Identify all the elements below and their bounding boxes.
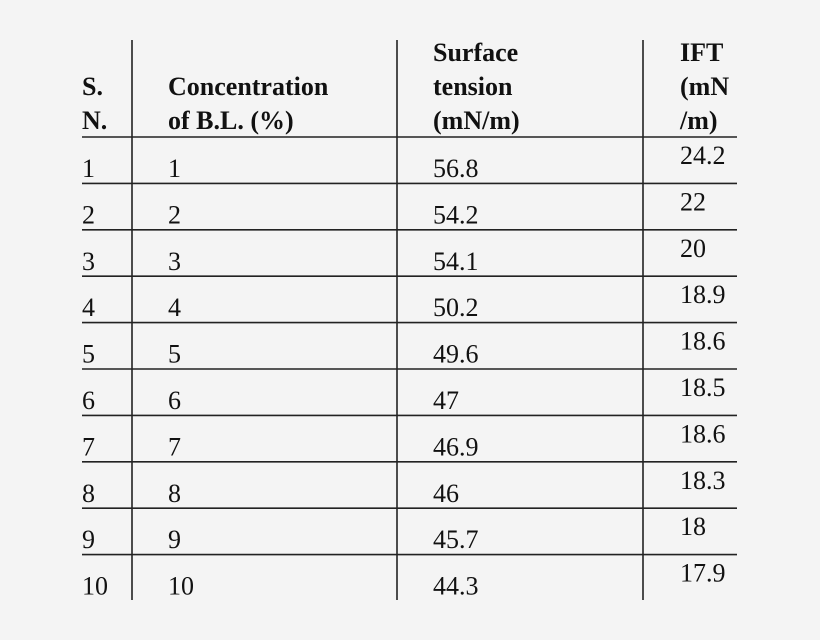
cell: 49.6 (433, 340, 479, 369)
cell: 47 (433, 386, 459, 415)
cell: 9 (82, 525, 95, 554)
header-cell: (mN (680, 72, 729, 101)
cell: 6 (82, 386, 95, 415)
cell: 18.5 (680, 373, 726, 402)
header-cell: of B.L. (%) (168, 106, 294, 135)
cell: 1 (168, 154, 181, 183)
cell: 3 (168, 247, 181, 276)
cell: 54.1 (433, 247, 479, 276)
cell: 45.7 (433, 525, 479, 554)
cell: 54.2 (433, 200, 479, 229)
cell: 20 (680, 234, 706, 263)
cell: 8 (168, 479, 181, 508)
cell: 18.3 (680, 466, 726, 495)
cell: 24.2 (680, 141, 726, 170)
cell: 6 (168, 386, 181, 415)
cell: 44.3 (433, 572, 479, 601)
header-cell: /m) (679, 106, 718, 135)
cell: 7 (82, 432, 95, 461)
header-cell: IFT (680, 38, 723, 67)
cell: 18.9 (680, 280, 726, 309)
cell: 46 (433, 479, 459, 508)
cell: 8 (82, 479, 95, 508)
cell: 2 (168, 200, 181, 229)
cell: 46.9 (433, 432, 479, 461)
cell: 1 (82, 154, 95, 183)
cell: 10 (168, 572, 194, 601)
header-cell: tension (433, 72, 513, 101)
grid (82, 40, 737, 600)
cell: 4 (82, 293, 95, 322)
cell: 10 (82, 572, 108, 601)
cell: 9 (168, 525, 181, 554)
cell: 17.9 (680, 559, 726, 588)
cell: 18.6 (680, 419, 726, 448)
cell: 56.8 (433, 154, 479, 183)
cell: 7 (168, 432, 181, 461)
header-cell: S. (82, 72, 103, 101)
header-cell: Surface (433, 38, 518, 67)
cell: 18 (680, 512, 706, 541)
cell: 2 (82, 200, 95, 229)
cell: 22 (680, 187, 706, 216)
cell: 5 (168, 340, 181, 369)
cell: 50.2 (433, 293, 479, 322)
header-cell: Concentration (168, 72, 329, 101)
cell: 3 (82, 247, 95, 276)
cell: 5 (82, 340, 95, 369)
cell: 4 (168, 293, 181, 322)
header-cell: N. (82, 106, 107, 135)
header-cell: (mN/m) (433, 106, 520, 135)
cell: 18.6 (680, 327, 726, 356)
